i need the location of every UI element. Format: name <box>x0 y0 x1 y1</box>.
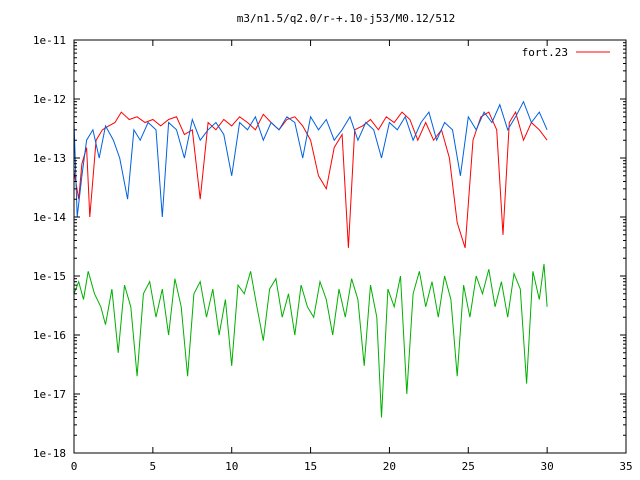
y-tick-label: 1e-18 <box>33 447 66 460</box>
x-tick-label: 0 <box>71 460 78 473</box>
x-tick-label: 15 <box>304 460 317 473</box>
y-tick-label: 1e-12 <box>33 93 66 106</box>
y-tick-label: 1e-17 <box>33 388 66 401</box>
y-tick-label: 1e-15 <box>33 270 66 283</box>
plot-frame <box>73 39 627 454</box>
y-tick-label: 1e-11 <box>33 34 66 47</box>
legend: fort.23 <box>522 46 610 59</box>
y-tick-label: 1e-13 <box>33 152 66 165</box>
series-line-2 <box>73 100 548 218</box>
chart-title: m3/n1.5/q2.0/r-+.10-j53/M0.12/512 <box>237 12 456 25</box>
series-line-1 <box>73 110 548 248</box>
axes-layer: 0 5 10 15 20 25 30 35 1e-18 1e-17 1e-16 1e-15 1e-14 1… <box>33 34 633 473</box>
x-tick-label: 5 <box>150 460 157 473</box>
series-layer <box>73 100 548 418</box>
series-line-3 <box>73 263 548 418</box>
x-tick-label: 10 <box>225 460 238 473</box>
legend-label: fort.23 <box>522 46 568 59</box>
x-tick-label: 35 <box>619 460 632 473</box>
x-tick-label: 20 <box>383 460 396 473</box>
x-tick-label: 25 <box>462 460 475 473</box>
x-tick-label: 30 <box>541 460 554 473</box>
y-tick-label: 1e-14 <box>33 211 66 224</box>
y-tick-label: 1e-16 <box>33 329 66 342</box>
